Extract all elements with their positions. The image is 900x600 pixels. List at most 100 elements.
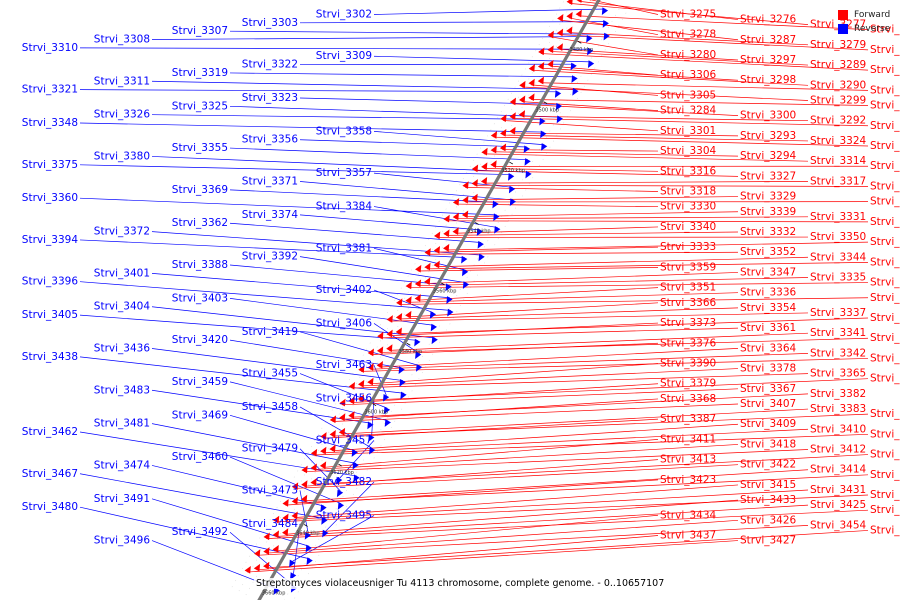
forward-gene-label[interactable]: Strvi_3364 <box>740 342 797 354</box>
reverse-gene-label[interactable]: Strvi_3380 <box>94 150 150 162</box>
forward-gene-label[interactable]: Strvi_3426 <box>740 514 797 526</box>
forward-gene-label[interactable]: Strvi_3286 <box>870 24 900 36</box>
forward-gene-label[interactable]: Strvi_3312 <box>870 120 900 132</box>
reverse-gene-label[interactable]: Strvi_3307 <box>172 25 228 37</box>
forward-gene-label[interactable]: Strvi_3339 <box>740 206 796 218</box>
forward-gene-label[interactable]: Strvi_3305 <box>660 89 716 101</box>
forward-gene-label[interactable]: Strvi_3412 <box>810 444 866 456</box>
reverse-gene-label[interactable]: Strvi_3404 <box>94 301 151 313</box>
forward-gene-label[interactable]: Strvi_3334 <box>870 256 900 268</box>
forward-gene-label[interactable]: Strvi_3293 <box>740 130 796 142</box>
reverse-gene-label[interactable]: Strvi_3482 <box>316 476 372 488</box>
forward-gene-label[interactable]: Strvi_3421 <box>870 449 900 461</box>
reverse-gene-label[interactable]: Strvi_3469 <box>172 409 228 421</box>
reverse-gene-label[interactable]: Strvi_3420 <box>172 334 228 346</box>
forward-gene-label[interactable]: Strvi_3316 <box>660 165 717 177</box>
reverse-gene-label[interactable]: Strvi_3369 <box>172 184 228 196</box>
forward-gene-label[interactable]: Strvi_3423 <box>660 474 716 486</box>
reverse-gene-label[interactable]: Strvi_3325 <box>172 100 228 112</box>
forward-gene-label[interactable]: Strvi_3338 <box>870 196 900 208</box>
forward-gene-label[interactable]: Strvi_3282 <box>870 84 900 96</box>
forward-gene-label[interactable]: Strvi_3327 <box>740 170 796 182</box>
forward-gene-label[interactable]: Strvi_3281 <box>870 64 900 76</box>
forward-gene-label[interactable]: Strvi_3397 <box>870 373 900 385</box>
forward-gene-label[interactable]: Strvi_3333 <box>660 241 716 253</box>
forward-gene-label[interactable]: Strvi_3359 <box>660 261 716 273</box>
forward-gene-label[interactable]: Strvi_3410 <box>810 423 866 435</box>
reverse-gene-label[interactable]: Strvi_3436 <box>94 342 151 354</box>
forward-gene-label[interactable]: Strvi_3290 <box>810 79 866 91</box>
forward-gene-label[interactable]: Strvi_3292 <box>810 115 866 127</box>
forward-gene-label[interactable]: Strvi_3297 <box>740 54 796 66</box>
forward-gene-label[interactable]: Strvi_3361 <box>740 322 796 334</box>
forward-gene-label[interactable]: Strvi_3389 <box>870 332 900 344</box>
reverse-gene-label[interactable]: Strvi_3474 <box>94 459 151 471</box>
forward-gene-label[interactable]: Strvi_3299 <box>810 94 866 106</box>
forward-gene-label[interactable]: Strvi_3376 <box>660 337 717 349</box>
reverse-gene-label[interactable]: Strvi_3483 <box>94 384 150 396</box>
reverse-gene-label[interactable]: Strvi_3302 <box>316 8 372 20</box>
forward-gene-label[interactable]: Strvi_3331 <box>810 211 866 223</box>
forward-gene-label[interactable]: Strvi_3391 <box>870 312 900 324</box>
forward-gene-label[interactable]: Strvi_3318 <box>660 186 716 198</box>
forward-gene-label[interactable]: Strvi_3342 <box>810 347 866 359</box>
forward-gene-label[interactable]: Strvi_3324 <box>810 135 867 147</box>
forward-gene-label[interactable]: Strvi_3434 <box>660 509 717 521</box>
forward-gene-label[interactable]: Strvi_3446 <box>870 524 900 536</box>
reverse-gene-label[interactable]: Strvi_3310 <box>22 42 78 54</box>
reverse-gene-label[interactable]: Strvi_3322 <box>242 59 298 71</box>
reverse-gene-label[interactable]: Strvi_3355 <box>172 142 228 154</box>
reverse-gene-label[interactable]: Strvi_3388 <box>172 259 228 271</box>
reverse-gene-label[interactable]: Strvi_3357 <box>316 167 372 179</box>
reverse-gene-label[interactable]: Strvi_3396 <box>22 276 79 288</box>
forward-gene-label[interactable]: Strvi_3444 <box>870 504 900 516</box>
forward-gene-label[interactable]: Strvi_3304 <box>660 145 717 157</box>
reverse-gene-label[interactable]: Strvi_3402 <box>316 284 372 296</box>
forward-gene-label[interactable]: Strvi_3367 <box>740 383 796 395</box>
forward-gene-label[interactable]: Strvi_3351 <box>660 282 716 294</box>
forward-gene-label[interactable]: Strvi_3433 <box>740 494 796 506</box>
forward-gene-label[interactable]: Strvi_3306 <box>660 69 717 81</box>
forward-gene-label[interactable]: Strvi_3300 <box>740 110 796 122</box>
forward-gene-label[interactable]: Strvi_3352 <box>740 246 796 258</box>
forward-gene-label[interactable]: Strvi_3437 <box>660 530 716 542</box>
forward-gene-label[interactable]: Strvi_3328 <box>870 180 900 192</box>
reverse-gene-label[interactable]: Strvi_3358 <box>316 125 372 137</box>
reverse-gene-label[interactable]: Strvi_3375 <box>22 159 78 171</box>
reverse-gene-label[interactable]: Strvi_3381 <box>316 242 372 254</box>
forward-gene-label[interactable]: Strvi_3301 <box>660 125 716 137</box>
forward-gene-label[interactable]: Strvi_3287 <box>740 34 796 46</box>
forward-gene-label[interactable]: Strvi_3313 <box>870 140 900 152</box>
reverse-gene-label[interactable]: Strvi_3362 <box>172 217 228 229</box>
forward-gene-label[interactable]: Strvi_3431 <box>810 484 866 496</box>
forward-gene-label[interactable]: Strvi_3454 <box>810 519 867 531</box>
reverse-gene-label[interactable]: Strvi_3309 <box>316 50 372 62</box>
reverse-gene-label[interactable]: Strvi_3460 <box>172 451 228 463</box>
reverse-gene-label[interactable]: Strvi_3323 <box>242 92 298 104</box>
reverse-gene-label[interactable]: Strvi_3462 <box>22 426 78 438</box>
reverse-gene-label[interactable]: Strvi_3326 <box>94 109 151 121</box>
reverse-gene-label[interactable]: Strvi_3459 <box>172 376 228 388</box>
forward-gene-label[interactable]: Strvi_3280 <box>660 49 716 61</box>
forward-gene-label[interactable]: Strvi_3379 <box>660 378 716 390</box>
forward-gene-label[interactable]: Strvi_3418 <box>740 438 796 450</box>
forward-gene-label[interactable]: Strvi_3340 <box>660 221 716 233</box>
reverse-gene-label[interactable]: Strvi_3348 <box>22 117 78 129</box>
forward-gene-label[interactable]: Strvi_3373 <box>660 317 716 329</box>
reverse-gene-label[interactable]: Strvi_3319 <box>172 67 228 79</box>
reverse-gene-label[interactable]: Strvi_3392 <box>242 251 298 263</box>
reverse-gene-label[interactable]: Strvi_3467 <box>22 468 78 480</box>
forward-gene-label[interactable]: Strvi_3294 <box>740 150 797 162</box>
forward-gene-label[interactable]: Strvi_3407 <box>740 398 796 410</box>
forward-gene-label[interactable]: Strvi_3275 <box>660 8 716 20</box>
reverse-gene-label[interactable]: Strvi_3311 <box>94 75 150 87</box>
forward-gene-label[interactable]: Strvi_3288 <box>870 44 900 56</box>
reverse-gene-label[interactable]: Strvi_3480 <box>22 501 78 513</box>
forward-gene-label[interactable]: Strvi_3365 <box>810 368 866 380</box>
forward-gene-label[interactable]: Strvi_3411 <box>660 433 716 445</box>
reverse-gene-label[interactable]: Strvi_3484 <box>242 518 299 530</box>
reverse-gene-label[interactable]: Strvi_3457 <box>316 434 372 446</box>
reverse-gene-label[interactable]: Strvi_3394 <box>22 234 79 246</box>
forward-gene-label[interactable]: Strvi_3429 <box>870 469 900 481</box>
forward-gene-label[interactable]: Strvi_3427 <box>740 535 796 547</box>
